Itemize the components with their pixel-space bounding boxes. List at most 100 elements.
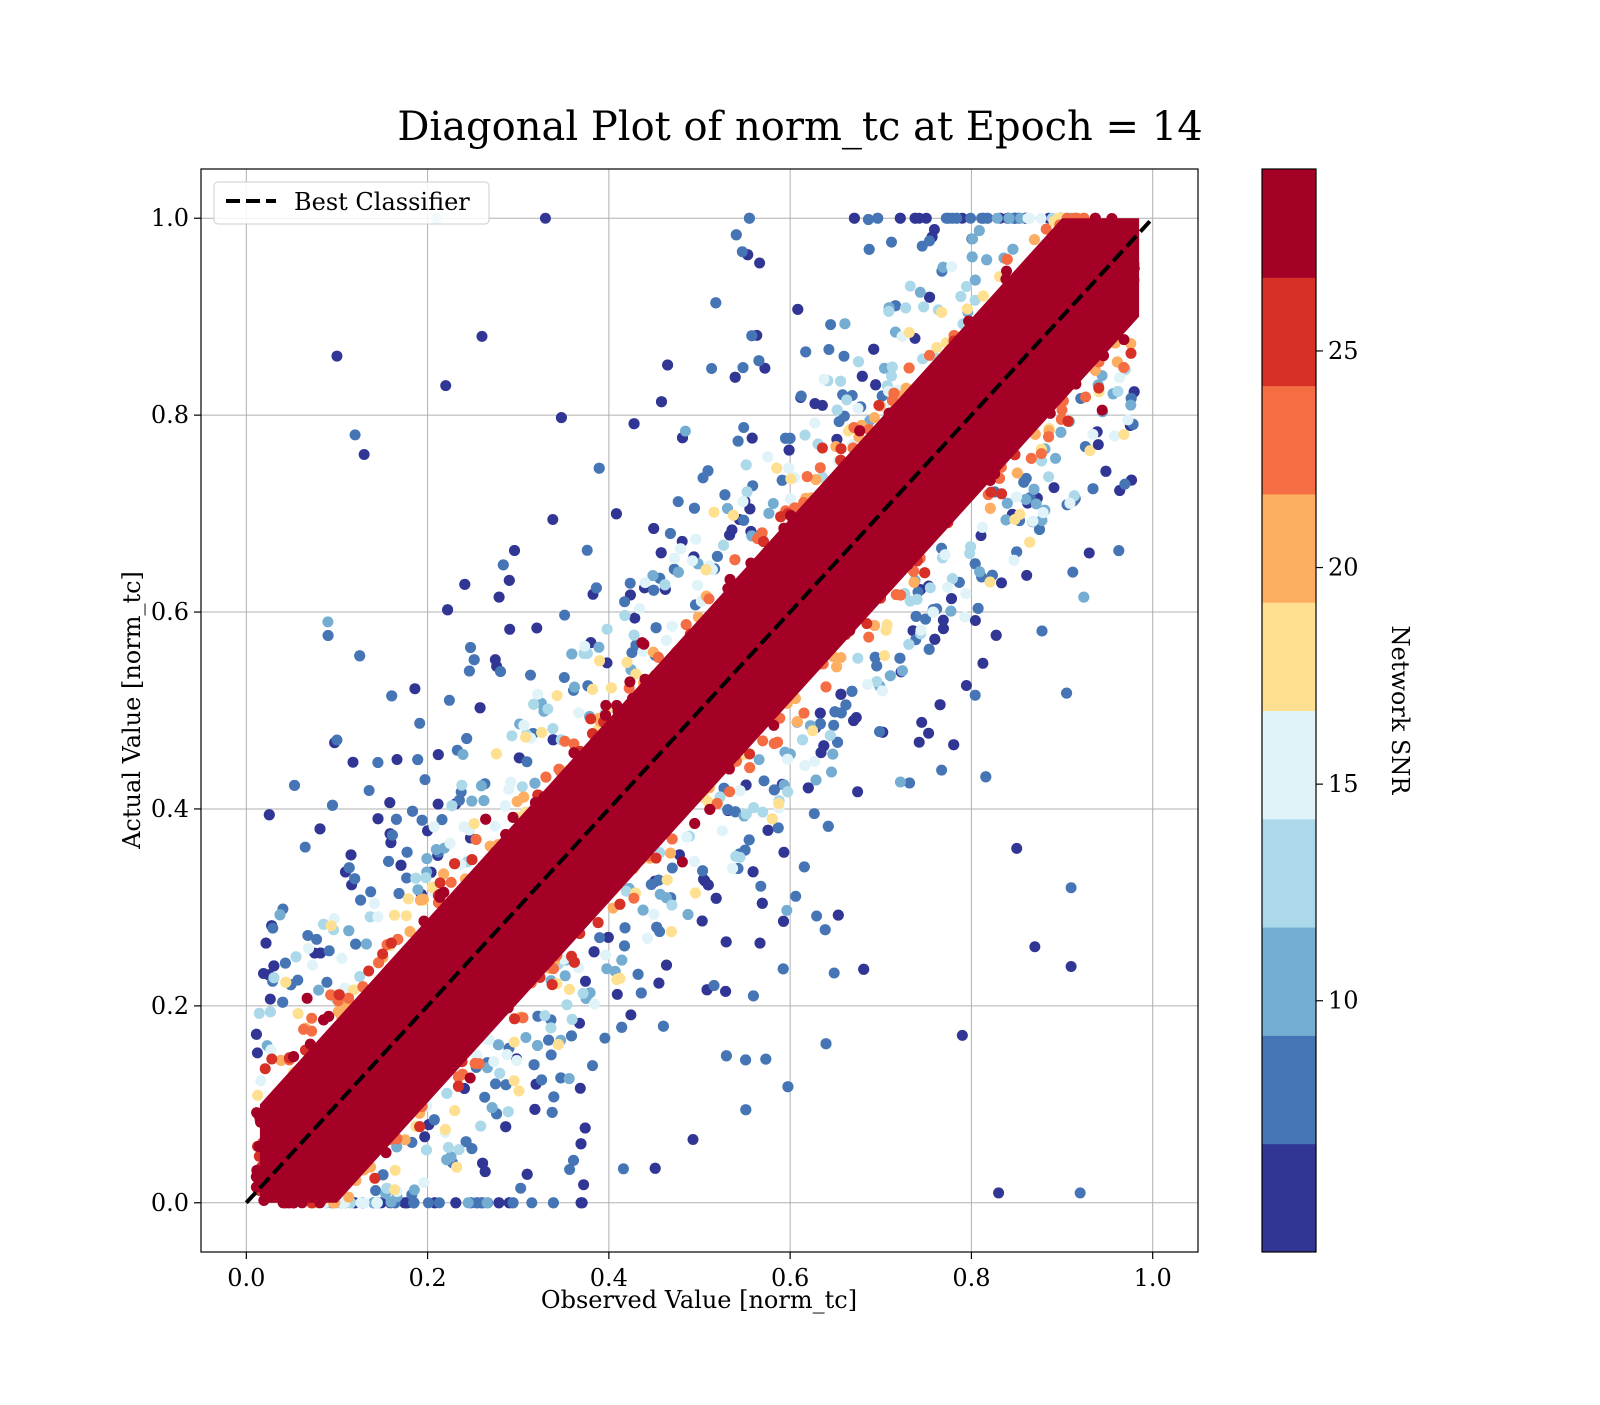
scatter-point bbox=[619, 610, 630, 621]
scatter-point bbox=[313, 985, 324, 996]
scatter-point bbox=[384, 797, 395, 808]
scatter-point bbox=[350, 429, 361, 440]
scatter-point bbox=[656, 396, 667, 407]
scatter-point bbox=[487, 1102, 498, 1113]
scatter-point bbox=[935, 699, 946, 710]
scatter-point bbox=[466, 1143, 477, 1154]
scatter-point bbox=[614, 973, 625, 984]
scatter-point bbox=[444, 695, 455, 706]
scatter-point bbox=[1066, 961, 1077, 972]
scatter-point bbox=[443, 1142, 454, 1153]
scatter-point bbox=[839, 351, 850, 362]
scatter-point bbox=[815, 708, 826, 719]
scatter-point bbox=[863, 632, 874, 643]
scatter-point bbox=[612, 989, 623, 1000]
scatter-point bbox=[967, 251, 978, 262]
scatter-point bbox=[873, 400, 884, 411]
scatter-point bbox=[748, 990, 759, 1001]
scatter-point bbox=[852, 786, 863, 797]
scatter-point bbox=[1009, 555, 1020, 566]
scatter-point bbox=[1084, 547, 1095, 558]
scatter-point bbox=[629, 630, 640, 641]
scatter-point bbox=[886, 237, 897, 248]
scatter-point bbox=[587, 684, 598, 695]
scatter-point bbox=[578, 988, 589, 999]
scatter-point bbox=[665, 528, 676, 539]
scatter-point bbox=[928, 607, 939, 618]
scatter-point bbox=[569, 682, 580, 693]
scatter-point bbox=[322, 616, 333, 627]
scatter-point bbox=[690, 534, 701, 545]
scatter-point bbox=[895, 777, 906, 788]
scatter-point bbox=[594, 932, 605, 943]
scatter-point bbox=[688, 1134, 699, 1145]
scatter-point bbox=[722, 804, 733, 815]
scatter-point bbox=[767, 813, 778, 824]
scatter-point bbox=[616, 955, 627, 966]
scatter-point bbox=[744, 762, 755, 773]
scatter-point bbox=[874, 726, 885, 737]
scatter-point bbox=[1118, 429, 1129, 440]
scatter-point bbox=[363, 966, 374, 977]
scatter-point bbox=[1012, 468, 1023, 479]
scatter-point bbox=[434, 1197, 445, 1208]
scatter-point bbox=[675, 543, 686, 554]
scatter-point bbox=[504, 575, 515, 586]
scatter-point bbox=[622, 657, 633, 668]
scatter-point bbox=[996, 488, 1007, 499]
scatter-point bbox=[350, 939, 361, 950]
scatter-point bbox=[730, 851, 741, 862]
scatter-point bbox=[862, 679, 873, 690]
scatter-point bbox=[810, 398, 821, 409]
scatter-point bbox=[800, 760, 811, 771]
scatter-point bbox=[864, 244, 875, 255]
scatter-point bbox=[323, 630, 334, 641]
scatter-point bbox=[594, 463, 605, 474]
scatter-point bbox=[996, 577, 1007, 588]
scatter-point bbox=[601, 963, 612, 974]
scatter-point bbox=[403, 893, 414, 904]
scatter-point bbox=[666, 926, 677, 937]
scatter-point bbox=[420, 872, 431, 883]
scatter-point bbox=[293, 1008, 304, 1019]
y-tick-label: 0.6 bbox=[151, 598, 189, 626]
scatter-point bbox=[799, 708, 810, 719]
scatter-point bbox=[753, 355, 764, 366]
scatter-point bbox=[879, 650, 890, 661]
scatter-point bbox=[440, 1124, 451, 1135]
scatter-point bbox=[945, 606, 956, 617]
scatter-point bbox=[1126, 348, 1137, 359]
scatter-point bbox=[476, 331, 487, 342]
scatter-point bbox=[303, 943, 314, 954]
scatter-point bbox=[606, 682, 617, 693]
scatter-point bbox=[520, 732, 531, 743]
scatter-point bbox=[624, 676, 635, 687]
scatter-point bbox=[383, 856, 394, 867]
scatter-point bbox=[354, 650, 365, 661]
scatter-point bbox=[575, 1083, 586, 1094]
scatter-point bbox=[280, 977, 291, 988]
scatter-point bbox=[827, 749, 838, 760]
scatter-point bbox=[853, 356, 864, 367]
scatter-point bbox=[692, 580, 703, 591]
scatter-point bbox=[625, 578, 636, 589]
scatter-point bbox=[724, 786, 735, 797]
scatter-point bbox=[546, 1049, 557, 1060]
scatter-point bbox=[589, 946, 600, 957]
scatter-point bbox=[532, 689, 543, 700]
scatter-point bbox=[727, 863, 738, 874]
scatter-point bbox=[266, 1054, 277, 1065]
scatter-point bbox=[961, 680, 972, 691]
scatter-point bbox=[307, 960, 318, 971]
scatter-point bbox=[566, 1030, 577, 1041]
scatter-point bbox=[967, 233, 978, 244]
scatter-point bbox=[925, 582, 936, 593]
scatter-point bbox=[543, 1035, 554, 1046]
scatter-point bbox=[1093, 383, 1104, 394]
scatter-point bbox=[498, 559, 509, 570]
scatter-point bbox=[665, 848, 676, 859]
scatter-point bbox=[825, 319, 836, 330]
scatter-point bbox=[526, 1197, 537, 1208]
scatter-point bbox=[1093, 439, 1104, 450]
legend: Best Classifier bbox=[214, 182, 489, 224]
